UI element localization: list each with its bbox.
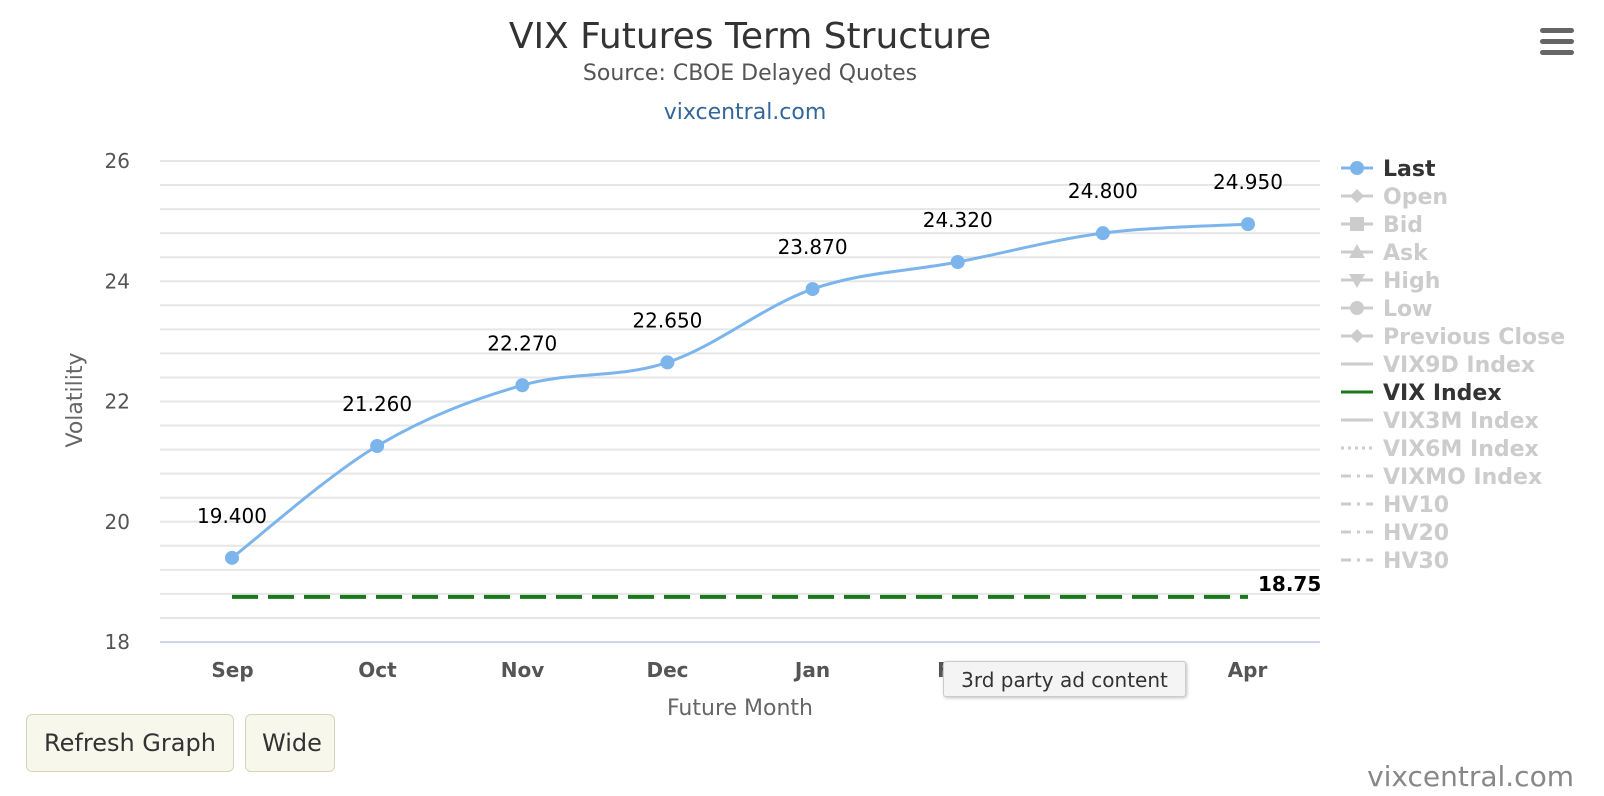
x-tick-label: Oct bbox=[358, 658, 397, 682]
credit-link[interactable]: vixcentral.com bbox=[664, 100, 827, 125]
legend-label: Low bbox=[1383, 297, 1432, 322]
legend-item[interactable]: HV30 bbox=[1341, 549, 1449, 574]
x-tick-label: Jan bbox=[793, 658, 830, 682]
legend-item[interactable]: VIX Index bbox=[1341, 381, 1502, 406]
legend-label: VIX Index bbox=[1383, 381, 1502, 406]
data-point[interactable] bbox=[1095, 226, 1110, 241]
legend-item[interactable]: Previous Close bbox=[1341, 325, 1565, 350]
hamburger-menu-icon[interactable] bbox=[1538, 26, 1578, 60]
legend-label: Last bbox=[1383, 157, 1436, 182]
legend-label: Bid bbox=[1383, 213, 1423, 238]
legend-item[interactable]: Ask bbox=[1341, 241, 1429, 266]
legend-item[interactable]: HV10 bbox=[1341, 493, 1449, 518]
x-tick-label: Nov bbox=[501, 658, 545, 682]
y-tick-label: 26 bbox=[105, 149, 130, 173]
legend-label: High bbox=[1383, 269, 1440, 294]
vix-index-data-label: 18.75 bbox=[1258, 572, 1321, 596]
data-label: 24.800 bbox=[1068, 179, 1138, 203]
data-point[interactable] bbox=[225, 550, 239, 565]
legend-label: VIX6M Index bbox=[1383, 437, 1539, 462]
x-tick-label: Apr bbox=[1228, 658, 1268, 682]
legend-label: HV30 bbox=[1383, 549, 1449, 574]
legend-label: HV20 bbox=[1383, 521, 1449, 546]
data-point[interactable] bbox=[660, 355, 675, 370]
grid-lines bbox=[160, 160, 1320, 643]
data-point[interactable] bbox=[515, 378, 530, 393]
y-axis-ticks: 18 20 22 24 26 bbox=[105, 149, 130, 654]
data-point[interactable] bbox=[370, 438, 385, 453]
x-tick-label: Dec bbox=[646, 658, 688, 682]
chart-subtitle: Source: CBOE Delayed Quotes bbox=[583, 61, 917, 86]
legend-item[interactable]: High bbox=[1341, 269, 1440, 294]
data-point[interactable] bbox=[1241, 217, 1255, 232]
x-axis-title: Future Month bbox=[667, 696, 813, 721]
y-tick-label: 20 bbox=[105, 510, 130, 534]
legend-item[interactable]: Last bbox=[1341, 157, 1436, 182]
legend-label: Ask bbox=[1383, 241, 1429, 266]
legend-label: Open bbox=[1383, 185, 1448, 210]
legend-item[interactable]: Open bbox=[1341, 185, 1448, 210]
refresh-graph-button[interactable]: Refresh Graph bbox=[26, 714, 234, 772]
legend-item[interactable]: VIX3M Index bbox=[1341, 409, 1539, 434]
data-label: 19.400 bbox=[197, 504, 267, 528]
legend-label: VIXMO Index bbox=[1383, 465, 1542, 490]
y-tick-label: 18 bbox=[105, 630, 130, 654]
watermark: vixcentral.com bbox=[1367, 760, 1574, 793]
legend-item[interactable]: HV20 bbox=[1341, 521, 1449, 546]
legend-label: HV10 bbox=[1383, 493, 1449, 518]
legend-label: Previous Close bbox=[1383, 325, 1565, 350]
y-tick-label: 24 bbox=[105, 269, 130, 293]
legend-item[interactable]: VIXMO Index bbox=[1341, 465, 1542, 490]
data-label: 22.650 bbox=[632, 308, 702, 332]
legend-item[interactable]: Low bbox=[1341, 297, 1432, 322]
data-label: 22.270 bbox=[487, 331, 557, 355]
y-tick-label: 22 bbox=[105, 390, 130, 414]
legend-item[interactable]: VIX9D Index bbox=[1341, 353, 1535, 378]
data-point[interactable] bbox=[805, 282, 820, 297]
last-series: 19.400 21.260 22.270 22.650 23.870 24.320 24.8… bbox=[197, 170, 1283, 565]
y-axis-title: Volatility bbox=[63, 352, 88, 447]
legend-label: VIX3M Index bbox=[1383, 409, 1539, 434]
wide-button[interactable]: Wide bbox=[245, 714, 335, 772]
data-label: 24.950 bbox=[1213, 170, 1283, 194]
ad-tooltip: 3rd party ad content bbox=[943, 661, 1186, 697]
legend-label: VIX9D Index bbox=[1383, 353, 1535, 378]
data-point[interactable] bbox=[950, 255, 965, 270]
chart-title: VIX Futures Term Structure bbox=[509, 16, 991, 57]
legend-item[interactable]: Bid bbox=[1341, 213, 1423, 238]
last-series-line bbox=[231, 222, 1249, 560]
data-label: 24.320 bbox=[923, 208, 993, 232]
vix-index-series: 18.75 bbox=[232, 572, 1321, 599]
data-label: 23.870 bbox=[778, 235, 848, 259]
x-tick-label: Sep bbox=[211, 658, 253, 682]
legend: Last Open Bid Ask High Low Previous Close VIX9D… bbox=[1341, 157, 1565, 574]
data-label: 21.260 bbox=[342, 392, 412, 416]
legend-item[interactable]: VIX6M Index bbox=[1341, 437, 1539, 462]
